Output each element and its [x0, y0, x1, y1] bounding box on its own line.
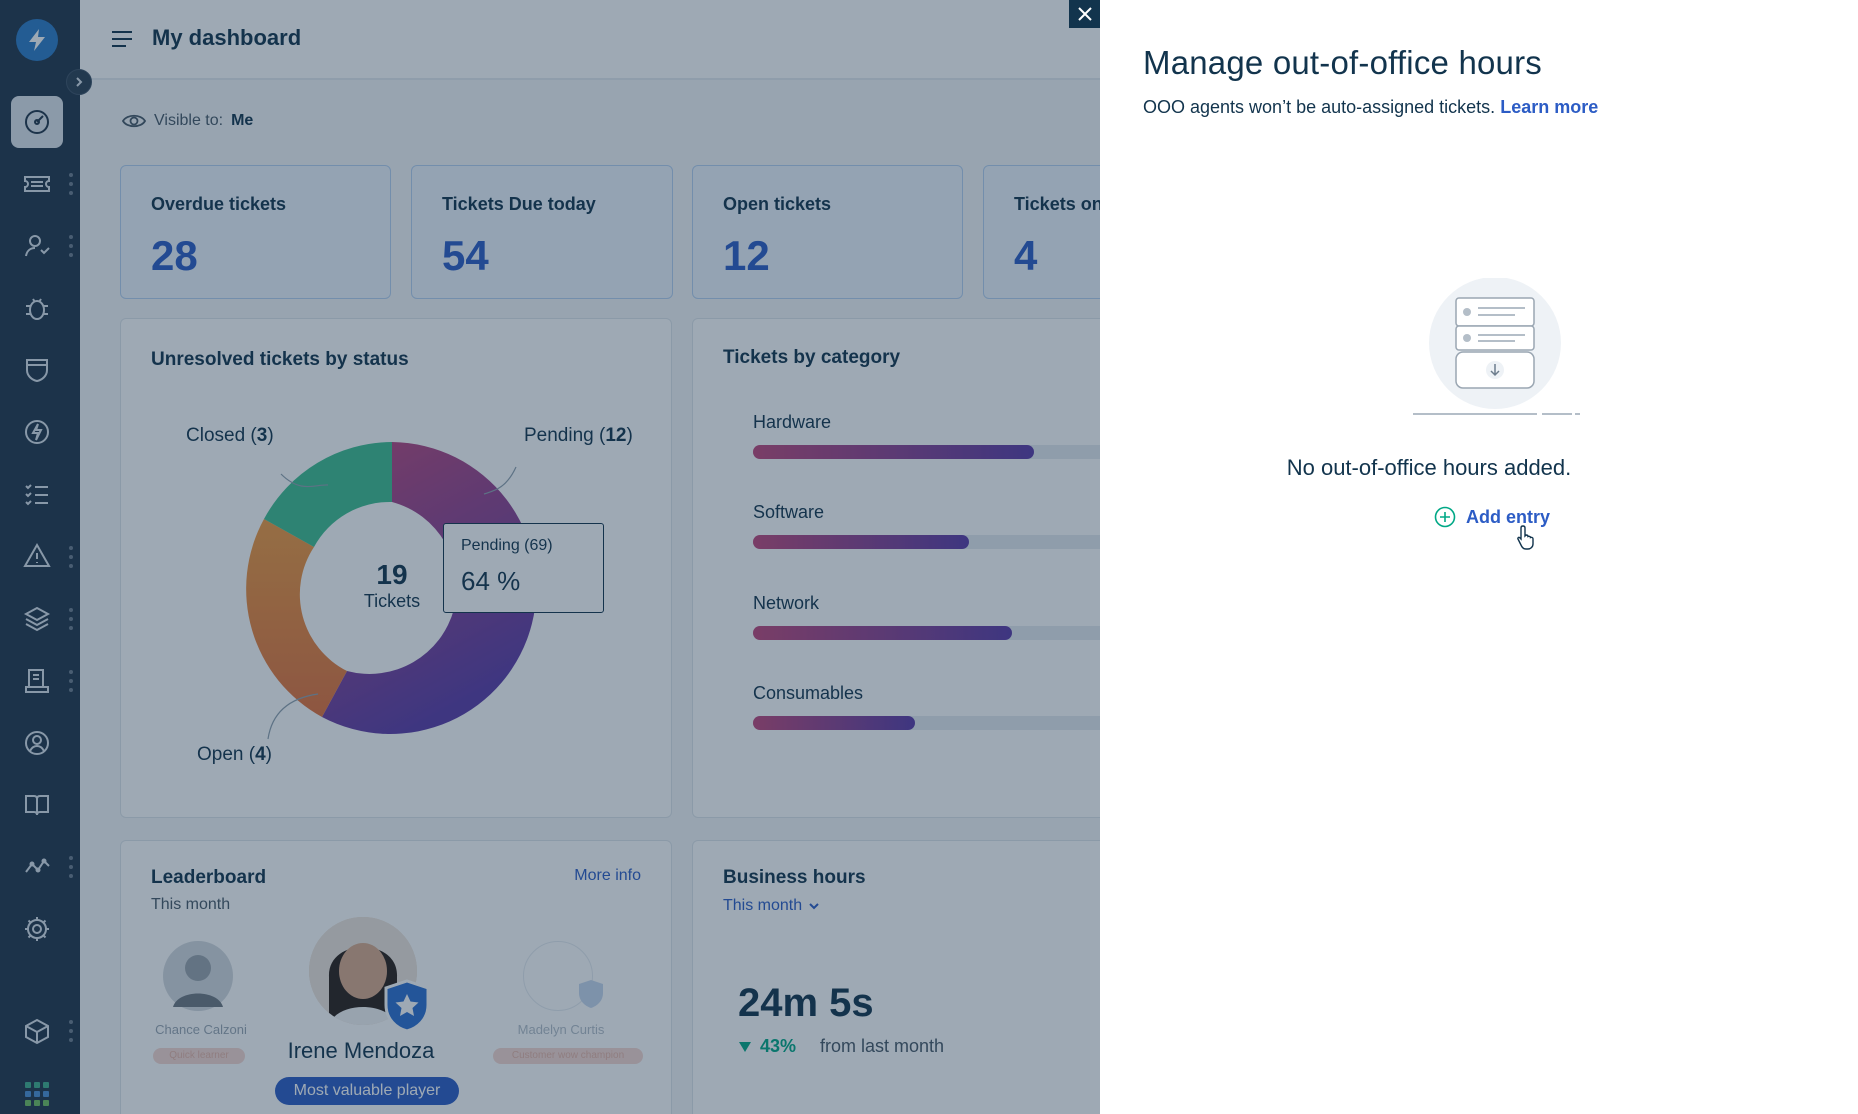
learn-more-link[interactable]: Learn more	[1500, 97, 1599, 117]
stat-card-open[interactable]: Open tickets 12	[692, 165, 963, 299]
category-bar-track	[753, 626, 1100, 640]
category-bar-track	[753, 716, 1100, 730]
donut-center: 19 Tickets	[363, 559, 421, 611]
stat-value: 54	[442, 232, 489, 279]
legend-open: Open (4)	[197, 744, 272, 765]
stat-label: Tickets on hold	[1014, 194, 1100, 214]
alerts-nav-icon[interactable]	[11, 530, 63, 582]
panel-subtitle: OOO agents won’t be auto-assigned ticket…	[1143, 97, 1599, 117]
category-label: Consumables	[753, 683, 864, 703]
period-dropdown[interactable]: This month	[723, 897, 820, 915]
sandbox-nav-icon[interactable]	[11, 1005, 63, 1057]
plus-circle-icon	[1434, 506, 1456, 528]
visible-to-value: Me	[231, 112, 254, 129]
status-donut-chart	[246, 442, 537, 740]
legend-pending: Pending (12)	[524, 425, 633, 446]
winner-badge: Most valuable player	[275, 1077, 459, 1105]
card-title: Business hours	[723, 867, 866, 888]
visibility-indicator: Visible to: Me	[122, 112, 253, 130]
close-panel-button[interactable]	[1069, 0, 1100, 28]
users-nav-icon[interactable]	[11, 717, 63, 769]
category-label: Software	[753, 502, 825, 522]
menu-icon[interactable]	[110, 29, 134, 54]
visible-to-label: Visible to:	[154, 112, 224, 129]
assets-nav-icon[interactable]	[11, 593, 63, 645]
avatar	[163, 941, 233, 1011]
category-bar-track	[753, 535, 1100, 549]
chevron-down-icon	[809, 903, 819, 910]
category-label: Network	[753, 593, 820, 613]
solutions-nav-icon[interactable]	[11, 779, 63, 831]
shield-icon	[579, 980, 603, 1008]
hand-cursor-icon	[1517, 525, 1534, 550]
close-icon	[1077, 7, 1092, 21]
winner-name: Irene Mendoza	[287, 1038, 435, 1063]
leader-badge: Customer wow champion	[493, 1048, 643, 1064]
category-label: Hardware	[753, 412, 832, 432]
changes-nav-icon[interactable]	[11, 344, 63, 396]
settings-nav-icon[interactable]	[11, 903, 63, 955]
business-hours-card: Business hours This month 24m 5s 43% fro…	[692, 840, 1100, 1114]
add-entry-button[interactable]: Add entry	[1434, 506, 1550, 528]
leader-name: Madelyn Curtis	[517, 1022, 605, 1037]
empty-state-text: No out-of-office hours added.	[1286, 455, 1572, 480]
business-hours-change: 43% from last month	[738, 1036, 944, 1057]
stat-label: Overdue tickets	[151, 194, 287, 214]
leader-badge: Quick learner	[153, 1048, 245, 1064]
purchase-nav-icon[interactable]	[11, 655, 63, 707]
donut-segment-pending	[322, 442, 537, 734]
stat-card-overdue[interactable]: Overdue tickets 28	[120, 165, 391, 299]
panel-title: Manage out-of-office hours	[1143, 44, 1542, 81]
legend-closed: Closed (3)	[186, 425, 274, 446]
app-logo-icon[interactable]	[16, 19, 58, 61]
card-subtitle: This month	[151, 896, 231, 913]
category-bar-software[interactable]	[753, 535, 969, 549]
releases-nav-icon[interactable]	[11, 406, 63, 458]
card-title: Unresolved tickets by status	[151, 349, 409, 370]
triangle-down-icon	[739, 1041, 751, 1052]
chart-tooltip: Pending (69) 64 %	[443, 523, 604, 613]
apps-grid-icon[interactable]	[11, 1068, 63, 1114]
problems-nav-icon[interactable]	[11, 282, 63, 334]
card-title: Leaderboard	[151, 867, 267, 888]
stat-label: Open tickets	[723, 194, 832, 214]
dashboard: My dashboard Visible to: Me Overdue tick…	[80, 0, 1100, 1114]
more-info-link[interactable]: More info	[574, 867, 641, 884]
category-bar-hardware[interactable]	[753, 445, 1034, 459]
leaderboard-card: Leaderboard This month More info Chance …	[120, 840, 672, 1114]
tickets-nav-icon[interactable]	[11, 158, 63, 210]
ooo-hours-panel: Manage out-of-office hours OOO agents wo…	[1100, 0, 1858, 1114]
category-bar-track	[753, 445, 1100, 459]
donut-segment-closed	[264, 442, 392, 547]
contacts-nav-icon[interactable]	[11, 220, 63, 272]
business-hours-value: 24m 5s	[738, 981, 874, 1025]
stat-card-on-hold[interactable]: Tickets on hold 4	[983, 165, 1100, 299]
stat-card-due-today[interactable]: Tickets Due today 54	[411, 165, 673, 299]
top-bar: My dashboard	[80, 0, 1100, 80]
star-badge-icon	[384, 979, 430, 1033]
eye-icon	[122, 114, 146, 128]
card-title: Tickets by category	[723, 347, 901, 368]
leader-name: Chance Calzoni	[155, 1022, 247, 1037]
stat-value: 28	[151, 232, 198, 279]
donut-segment-open	[246, 519, 347, 717]
category-chart-card: Tickets by category Hardware Software Ne…	[692, 318, 1100, 818]
empty-state-illustration-icon	[1413, 278, 1580, 415]
analytics-nav-icon[interactable]	[11, 841, 63, 893]
sidebar	[0, 0, 80, 1114]
status-chart-card: Unresolved tickets by status Closed (3) …	[120, 318, 672, 818]
stat-value: 4	[1014, 232, 1038, 279]
sidebar-expand-button[interactable]	[66, 69, 92, 95]
stat-label: Tickets Due today	[442, 194, 596, 214]
stat-value: 12	[723, 232, 770, 279]
avatar	[523, 941, 593, 1011]
category-bar-consumables[interactable]	[753, 716, 915, 730]
tasks-nav-icon[interactable]	[11, 468, 63, 520]
page-title: My dashboard	[152, 25, 302, 50]
category-bar-network[interactable]	[753, 626, 1013, 640]
modal-backdrop[interactable]	[0, 0, 1100, 1114]
dashboard-nav-icon[interactable]	[11, 96, 63, 148]
